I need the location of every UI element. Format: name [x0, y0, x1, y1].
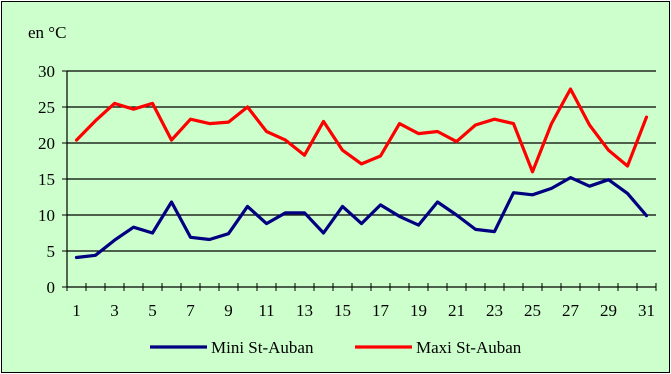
- x-tick-label-17: 17: [372, 301, 390, 320]
- y-tick-label-5: 5: [47, 242, 56, 261]
- x-tick-label-5: 5: [148, 301, 157, 320]
- y-tick-label-15: 15: [38, 170, 55, 189]
- x-tick-label-19: 19: [410, 301, 427, 320]
- series-line-mini: [74, 176, 649, 260]
- x-tick-label-31: 31: [638, 301, 655, 320]
- x-tick-label-25: 25: [524, 301, 541, 320]
- x-tick-label-1: 1: [72, 301, 81, 320]
- x-tick-label-3: 3: [110, 301, 119, 320]
- legend-maxi-label: Maxi St-Auban: [416, 338, 522, 357]
- legend-mini-label: Mini St-Auban: [211, 338, 314, 357]
- x-tick-label-9: 9: [224, 301, 233, 320]
- x-tick-label-11: 11: [258, 301, 274, 320]
- y-axis-label: en °C: [28, 23, 66, 42]
- y-tick-label-25: 25: [38, 98, 55, 117]
- x-tick-label-29: 29: [600, 301, 617, 320]
- series-lines: [74, 87, 649, 260]
- x-tick-label-21: 21: [448, 301, 465, 320]
- x-tick-label-23: 23: [486, 301, 503, 320]
- x-tick-label-7: 7: [186, 301, 195, 320]
- series-line-maxi: [74, 87, 649, 174]
- y-tick-label-30: 30: [38, 62, 55, 81]
- y-tick-label-20: 20: [38, 134, 55, 153]
- legend: Mini St-Auban Maxi St-Auban: [150, 338, 522, 357]
- x-tick-label-15: 15: [334, 301, 351, 320]
- x-tick-label-13: 13: [296, 301, 313, 320]
- y-tick-label-10: 10: [38, 206, 55, 225]
- x-tick-label-27: 27: [562, 301, 580, 320]
- y-tick-label-0: 0: [47, 278, 56, 297]
